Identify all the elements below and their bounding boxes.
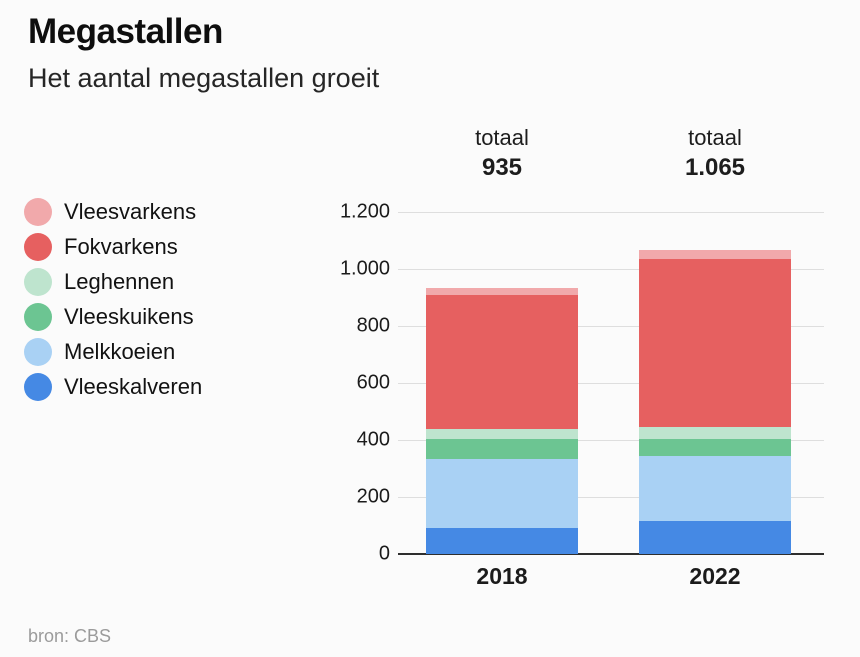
legend-swatch-icon bbox=[24, 233, 52, 261]
bar-2018 bbox=[426, 287, 578, 554]
total-word: totaal bbox=[475, 125, 529, 150]
bar-segment-vleeskalveren bbox=[426, 528, 578, 554]
legend-label: Fokvarkens bbox=[64, 234, 178, 259]
bar-segment-vleeskalveren bbox=[639, 521, 791, 554]
x-axis-label-2022: 2022 bbox=[689, 563, 741, 589]
y-axis-label: 400 bbox=[356, 428, 390, 451]
gridline bbox=[398, 212, 824, 213]
bar-2022 bbox=[639, 250, 791, 554]
total-label-2022: totaal 1.065 bbox=[685, 124, 745, 184]
gridline bbox=[398, 269, 824, 270]
bar-segment-fokvarkens bbox=[639, 259, 791, 428]
bar-segment-vleeskuikens bbox=[639, 438, 791, 456]
legend: Vleesvarkens Fokvarkens Leghennen Vleeskuik… bbox=[24, 198, 202, 408]
legend-swatch-icon bbox=[24, 198, 52, 226]
bar-segment-melkkoeien bbox=[426, 458, 578, 529]
legend-item-vleeskuikens: Vleeskuikens bbox=[24, 303, 202, 331]
page-subtitle: Het aantal megastallen groeit bbox=[28, 63, 380, 93]
total-label-2018: totaal 935 bbox=[475, 124, 529, 184]
bar-segment-vleesvarkens bbox=[426, 287, 578, 295]
x-axis-line bbox=[398, 553, 824, 555]
y-axis-label: 200 bbox=[356, 485, 390, 508]
total-value: 935 bbox=[481, 154, 523, 181]
legend-label: Vleeskuikens bbox=[64, 304, 194, 329]
y-axis: 0 200 400 600 800 1.000 1.200 bbox=[300, 201, 390, 565]
legend-label: Vleesvarkens bbox=[64, 199, 197, 224]
legend-swatch-icon bbox=[24, 338, 52, 366]
legend-item-fokvarkens: Fokvarkens bbox=[24, 233, 202, 261]
gridline bbox=[398, 497, 824, 498]
bar-segment-leghennen bbox=[426, 428, 578, 439]
gridline bbox=[398, 383, 824, 384]
legend-swatch-icon bbox=[24, 268, 52, 296]
bar-segment-vleeskuikens bbox=[426, 438, 578, 459]
page-title: Megastallen bbox=[28, 12, 223, 51]
bar-segment-melkkoeien bbox=[639, 455, 791, 522]
bar-segment-fokvarkens bbox=[426, 294, 578, 429]
y-axis-label: 0 bbox=[378, 542, 390, 565]
legend-label: Vleeskalveren bbox=[64, 374, 203, 399]
gridline bbox=[398, 326, 824, 327]
x-axis-label-2018: 2018 bbox=[476, 563, 528, 589]
total-word: totaal bbox=[688, 125, 742, 150]
legend-swatch-icon bbox=[24, 373, 52, 401]
legend-label: Melkkoeien bbox=[64, 339, 176, 364]
legend-item-melkkoeien: Melkkoeien bbox=[24, 338, 202, 366]
legend-item-vleesvarkens: Vleesvarkens bbox=[24, 198, 202, 226]
plot-area bbox=[398, 212, 824, 555]
y-axis-label: 800 bbox=[356, 314, 390, 337]
bar-segment-vleesvarkens bbox=[639, 250, 791, 260]
legend-item-leghennen: Leghennen bbox=[24, 268, 202, 296]
legend-swatch-icon bbox=[24, 303, 52, 331]
bar-segment-leghennen bbox=[639, 427, 791, 439]
total-value: 1.065 bbox=[684, 154, 746, 181]
y-axis-label: 1.200 bbox=[339, 200, 390, 223]
gridline bbox=[398, 440, 824, 441]
y-axis-label: 600 bbox=[356, 371, 390, 394]
legend-label: Leghennen bbox=[64, 269, 175, 294]
source-note: bron: CBS bbox=[28, 626, 112, 646]
y-axis-label: 1.000 bbox=[339, 257, 390, 280]
legend-item-vleeskalveren: Vleeskalveren bbox=[24, 373, 202, 401]
